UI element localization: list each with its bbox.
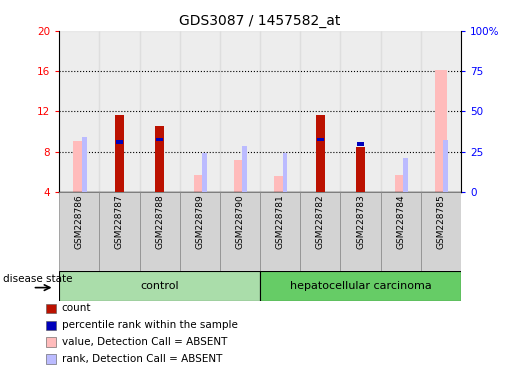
Text: GSM228787: GSM228787 xyxy=(115,194,124,249)
Bar xyxy=(443,140,448,192)
Text: GSM228782: GSM228782 xyxy=(316,194,325,249)
Bar xyxy=(140,31,180,192)
Bar xyxy=(115,115,124,192)
Bar xyxy=(403,158,408,192)
Text: disease state: disease state xyxy=(3,274,73,284)
Bar xyxy=(82,137,87,192)
Bar xyxy=(156,138,163,141)
Bar xyxy=(73,141,85,192)
Bar xyxy=(356,147,365,192)
Bar xyxy=(180,192,220,271)
Bar xyxy=(194,175,206,192)
Bar xyxy=(394,175,407,192)
Bar xyxy=(300,31,340,192)
Bar xyxy=(316,115,325,192)
Bar xyxy=(300,192,340,271)
Bar xyxy=(59,271,260,301)
Text: GSM228784: GSM228784 xyxy=(396,194,405,249)
Bar xyxy=(220,31,260,192)
Bar xyxy=(116,140,123,144)
Bar xyxy=(140,192,180,271)
Bar xyxy=(155,126,164,192)
Text: GSM228788: GSM228788 xyxy=(155,194,164,249)
Bar xyxy=(234,160,246,192)
Bar xyxy=(220,192,260,271)
Text: control: control xyxy=(140,281,179,291)
Bar xyxy=(435,70,447,192)
Text: count: count xyxy=(62,303,91,313)
Bar xyxy=(260,31,300,192)
Bar xyxy=(243,146,247,192)
Bar xyxy=(340,31,381,192)
Text: GSM228783: GSM228783 xyxy=(356,194,365,249)
Text: GSM228786: GSM228786 xyxy=(75,194,84,249)
Bar xyxy=(59,192,99,271)
Text: GSM228781: GSM228781 xyxy=(276,194,285,249)
Bar xyxy=(381,192,421,271)
Bar xyxy=(421,31,461,192)
Bar xyxy=(317,138,324,141)
Title: GDS3087 / 1457582_at: GDS3087 / 1457582_at xyxy=(179,14,341,28)
Bar xyxy=(340,192,381,271)
Text: value, Detection Call = ABSENT: value, Detection Call = ABSENT xyxy=(62,337,227,347)
Bar xyxy=(260,271,461,301)
Bar xyxy=(357,142,364,146)
Bar xyxy=(421,192,461,271)
Text: percentile rank within the sample: percentile rank within the sample xyxy=(62,320,238,330)
Bar xyxy=(274,176,286,192)
Bar xyxy=(180,31,220,192)
Text: GSM228785: GSM228785 xyxy=(436,194,445,249)
Text: GSM228790: GSM228790 xyxy=(235,194,245,249)
Text: rank, Detection Call = ABSENT: rank, Detection Call = ABSENT xyxy=(62,354,222,364)
Bar xyxy=(283,153,287,192)
Bar xyxy=(59,31,99,192)
Bar xyxy=(202,153,207,192)
Bar xyxy=(260,192,300,271)
Text: GSM228789: GSM228789 xyxy=(195,194,204,249)
Bar xyxy=(99,192,140,271)
Bar xyxy=(381,31,421,192)
Bar xyxy=(99,31,140,192)
Text: hepatocellular carcinoma: hepatocellular carcinoma xyxy=(289,281,432,291)
